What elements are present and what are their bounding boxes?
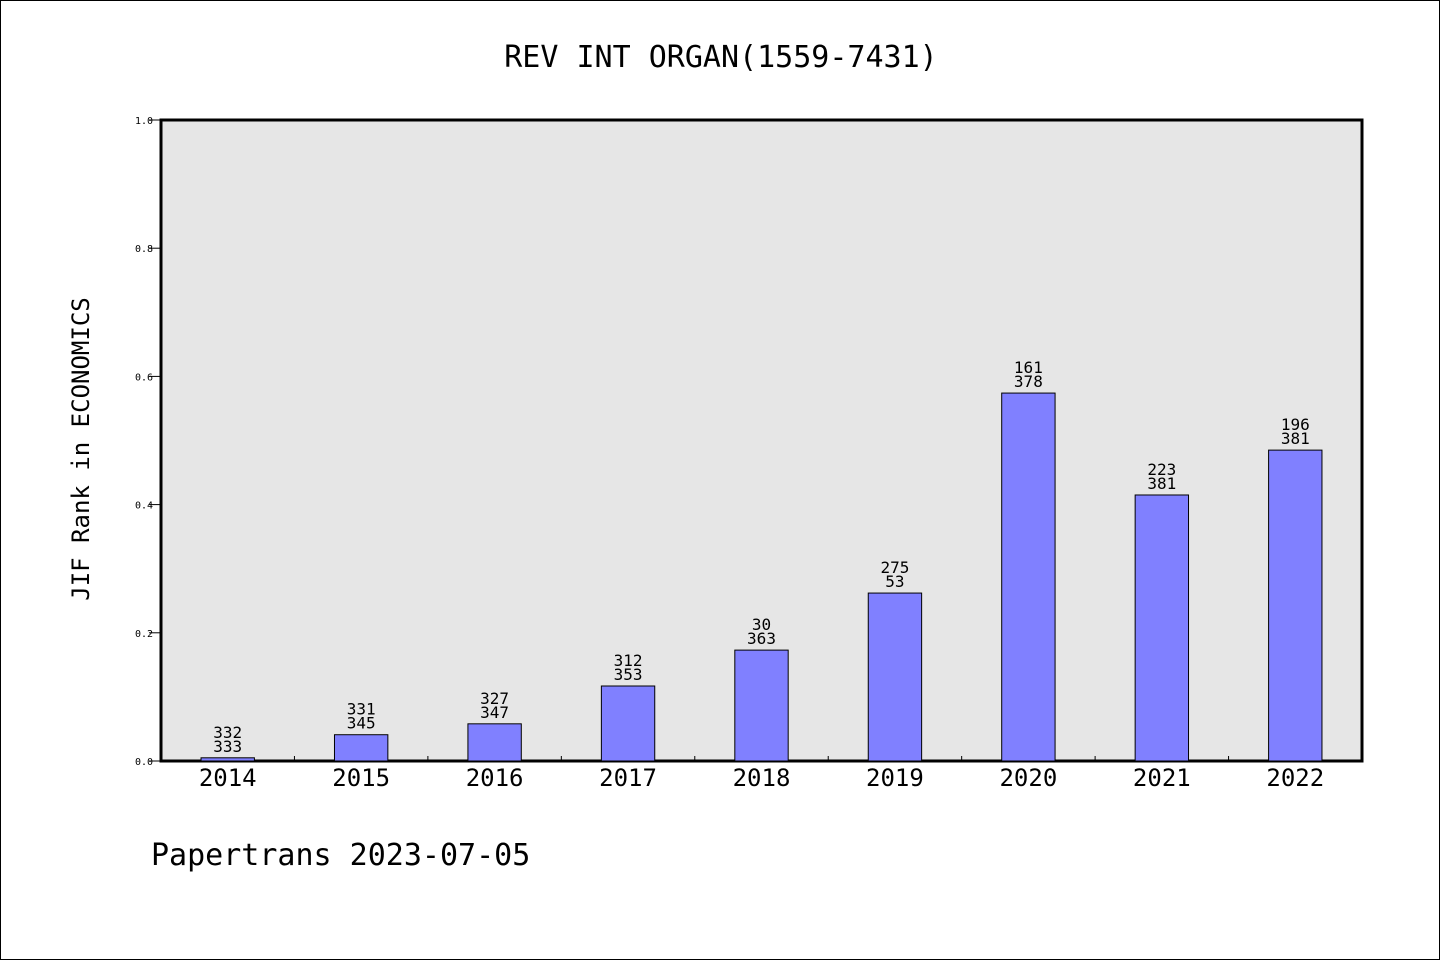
bar-label-top-2018: 30 [752,615,771,634]
bar-label-bottom-2021: 381 [1147,474,1176,493]
bar-label-top-2016: 327 [480,689,509,708]
bar-label-bottom-2022: 381 [1281,429,1310,448]
bar-label-bottom-2016: 347 [480,703,509,722]
x-tick-label-2015: 2015 [332,764,390,792]
bar-label-top-2015: 331 [347,700,376,719]
bar-2014 [200,757,255,762]
bar-2018 [734,649,789,762]
bar-label-bottom-2018: 363 [747,629,776,648]
y-tick-label-3: 0.6 [135,372,153,383]
bar-label-top-2022: 196 [1281,415,1310,434]
bar-2015 [333,734,389,762]
bar-2022 [1268,449,1323,762]
bar-label-top-2021: 223 [1147,460,1176,479]
x-tick-label-2019: 2019 [866,764,924,792]
bar-label-bottom-2014: 333 [213,737,242,756]
bar-label-top-2014: 332 [213,723,242,742]
x-tick-label-2017: 2017 [599,764,657,792]
x-tick-label-2022: 2022 [1266,764,1324,792]
bar-label-top-2020: 161 [1014,358,1043,377]
bar-2017 [600,685,656,762]
bar-label-top-2019: 275 [880,558,909,577]
x-tick-label-2020: 2020 [999,764,1057,792]
bar-label-bottom-2020: 378 [1014,372,1043,391]
bar-label-bottom-2015: 345 [347,714,376,733]
x-tick-label-2014: 2014 [199,764,257,792]
bar-series [200,392,1323,762]
x-axis: 2014 2015 2016 2017 2018 2019 2020 2021 2022 [199,756,1324,792]
y-tick-label-5: 1.0 [135,116,153,127]
y-tick-label-2: 0.4 [135,501,153,512]
bar-2020 [1001,392,1056,762]
bar-label-bottom-2019: 53 [885,572,904,591]
y-tick-label-1: 0.2 [135,629,153,640]
x-tick-label-2018: 2018 [733,764,791,792]
bar-2019 [867,592,923,762]
bar-label-top-2017: 312 [614,651,643,670]
y-axis-label: JIF Rank in ECONOMICS [67,297,95,600]
bar-label-bottom-2017: 353 [614,665,643,684]
bar-2016 [467,723,522,762]
y-tick-label-0: 0.0 [135,757,153,768]
chart-title: REV INT ORGAN(1559-7431) [504,40,937,75]
bar-2021 [1134,494,1190,762]
x-tick-label-2016: 2016 [466,764,524,792]
x-tick-label-2021: 2021 [1133,764,1191,792]
y-axis: 0.0 0.2 0.4 0.6 0.8 1.0 [135,116,161,768]
footer-text: Papertrans 2023-07-05 [151,838,530,873]
y-tick-label-4: 0.8 [135,244,153,255]
